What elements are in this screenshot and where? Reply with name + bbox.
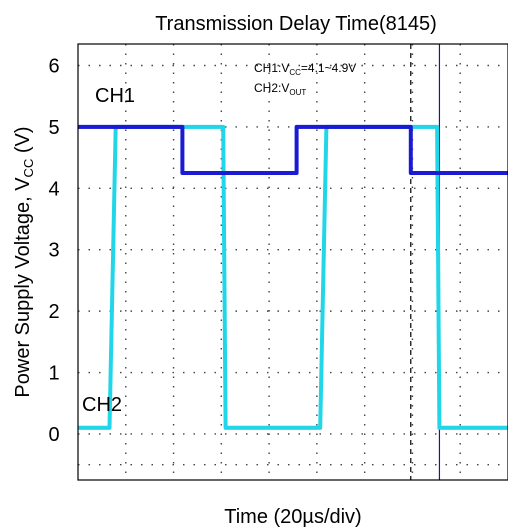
- annotation-line2: CH2:VOUT: [254, 81, 306, 97]
- y-tick-label: 2: [48, 301, 59, 323]
- chart-title: Transmission Delay Time(8145): [155, 13, 437, 35]
- traces: [78, 124, 508, 430]
- y-axis-label: Power Supply Voltage, VCC (V): [12, 126, 36, 397]
- y-tick-label: 3: [48, 240, 59, 262]
- plot-frame: [77, 43, 508, 481]
- trace-noise-ch1: [78, 127, 508, 175]
- y-tick-label: 1: [48, 363, 59, 385]
- grid: [78, 44, 508, 480]
- y-tick-label: 0: [48, 424, 59, 446]
- y-tick-label: 4: [48, 178, 59, 200]
- x-axis-label: Time (20µs/div): [224, 506, 361, 528]
- trace-ch1: [78, 124, 508, 175]
- trace-noise-ch2: [78, 127, 508, 430]
- y-tick-labels: 0 1 2 3 4 5 6: [48, 55, 59, 445]
- ch1-label: CH1: [95, 85, 135, 107]
- ch2-label: CH2: [82, 394, 122, 416]
- y-tick-label: 5: [48, 117, 59, 139]
- annotation-line1: CH1:VCC=4.1~4.9V: [254, 61, 356, 77]
- y-tick-label: 6: [48, 55, 59, 77]
- cursor-markers: [410, 44, 441, 480]
